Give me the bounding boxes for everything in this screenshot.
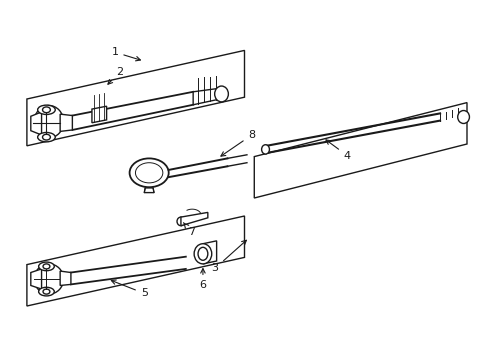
Polygon shape: [60, 114, 72, 131]
Circle shape: [42, 134, 50, 140]
Text: 5: 5: [111, 280, 147, 298]
Polygon shape: [203, 241, 216, 264]
Polygon shape: [31, 269, 41, 289]
Polygon shape: [144, 188, 154, 193]
Ellipse shape: [194, 244, 211, 264]
Ellipse shape: [177, 217, 184, 226]
Text: 2: 2: [108, 67, 123, 84]
Circle shape: [43, 264, 50, 269]
Ellipse shape: [34, 105, 63, 138]
Circle shape: [42, 107, 50, 113]
Polygon shape: [27, 50, 244, 146]
Polygon shape: [31, 112, 41, 135]
Circle shape: [43, 289, 50, 294]
Text: 6: 6: [199, 269, 206, 290]
Polygon shape: [254, 103, 466, 198]
Ellipse shape: [214, 86, 228, 102]
Ellipse shape: [457, 111, 468, 123]
Text: 8: 8: [221, 130, 255, 156]
Ellipse shape: [34, 264, 63, 294]
Ellipse shape: [38, 105, 55, 114]
Text: 7: 7: [183, 223, 195, 237]
Circle shape: [129, 158, 168, 187]
Ellipse shape: [261, 145, 269, 154]
Ellipse shape: [38, 132, 55, 142]
Ellipse shape: [39, 287, 54, 296]
Polygon shape: [181, 212, 207, 226]
Circle shape: [135, 163, 163, 183]
Polygon shape: [193, 88, 220, 105]
Polygon shape: [60, 271, 71, 285]
Text: 3: 3: [211, 240, 246, 273]
Text: 4: 4: [325, 140, 350, 161]
Text: 1: 1: [111, 47, 140, 61]
Ellipse shape: [39, 262, 54, 271]
Polygon shape: [27, 216, 244, 306]
Polygon shape: [92, 106, 106, 123]
Ellipse shape: [198, 247, 207, 260]
